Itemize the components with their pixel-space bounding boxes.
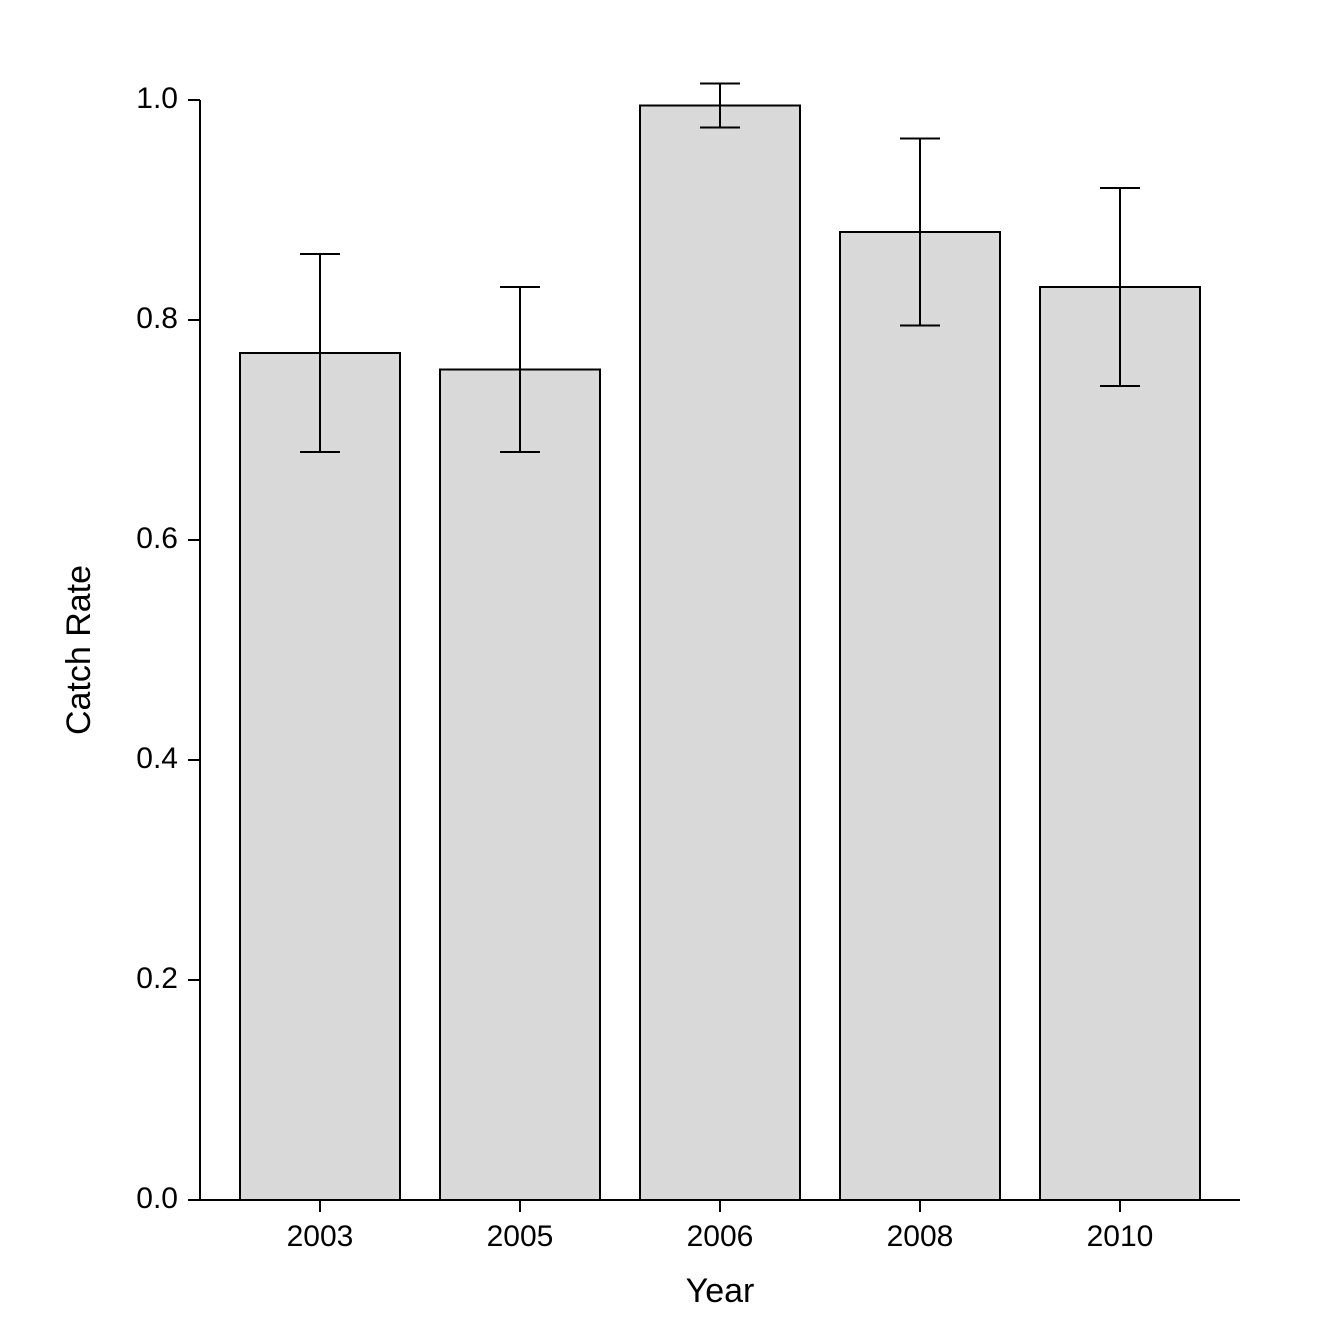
- y-tick-label: 0.6: [136, 522, 178, 555]
- x-tick-label: 2008: [887, 1220, 954, 1253]
- y-tick-label: 1.0: [136, 82, 178, 115]
- bar-2006: [640, 106, 800, 1201]
- y-tick-label: 0.0: [136, 1182, 178, 1215]
- bar-2010: [1040, 287, 1200, 1200]
- y-axis-label: Catch Rate: [60, 565, 98, 735]
- x-tick-label: 2005: [487, 1220, 554, 1253]
- y-tick-label: 0.4: [136, 742, 178, 775]
- bar-chart: 0.0 0.2 0.4 0.6 0.8 1.0 2003 2005 2006 2008 2010 Ye…: [0, 0, 1344, 1344]
- x-tick-label: 2010: [1087, 1220, 1154, 1253]
- x-tick-label: 2003: [287, 1220, 354, 1253]
- y-tick-label: 0.2: [136, 962, 178, 995]
- bar-2008: [840, 232, 1000, 1200]
- x-tick-label: 2006: [687, 1220, 754, 1253]
- bar-2005: [440, 370, 600, 1201]
- bar-2003: [240, 353, 400, 1200]
- y-tick-label: 0.8: [136, 302, 178, 335]
- x-axis-label: Year: [686, 1272, 755, 1310]
